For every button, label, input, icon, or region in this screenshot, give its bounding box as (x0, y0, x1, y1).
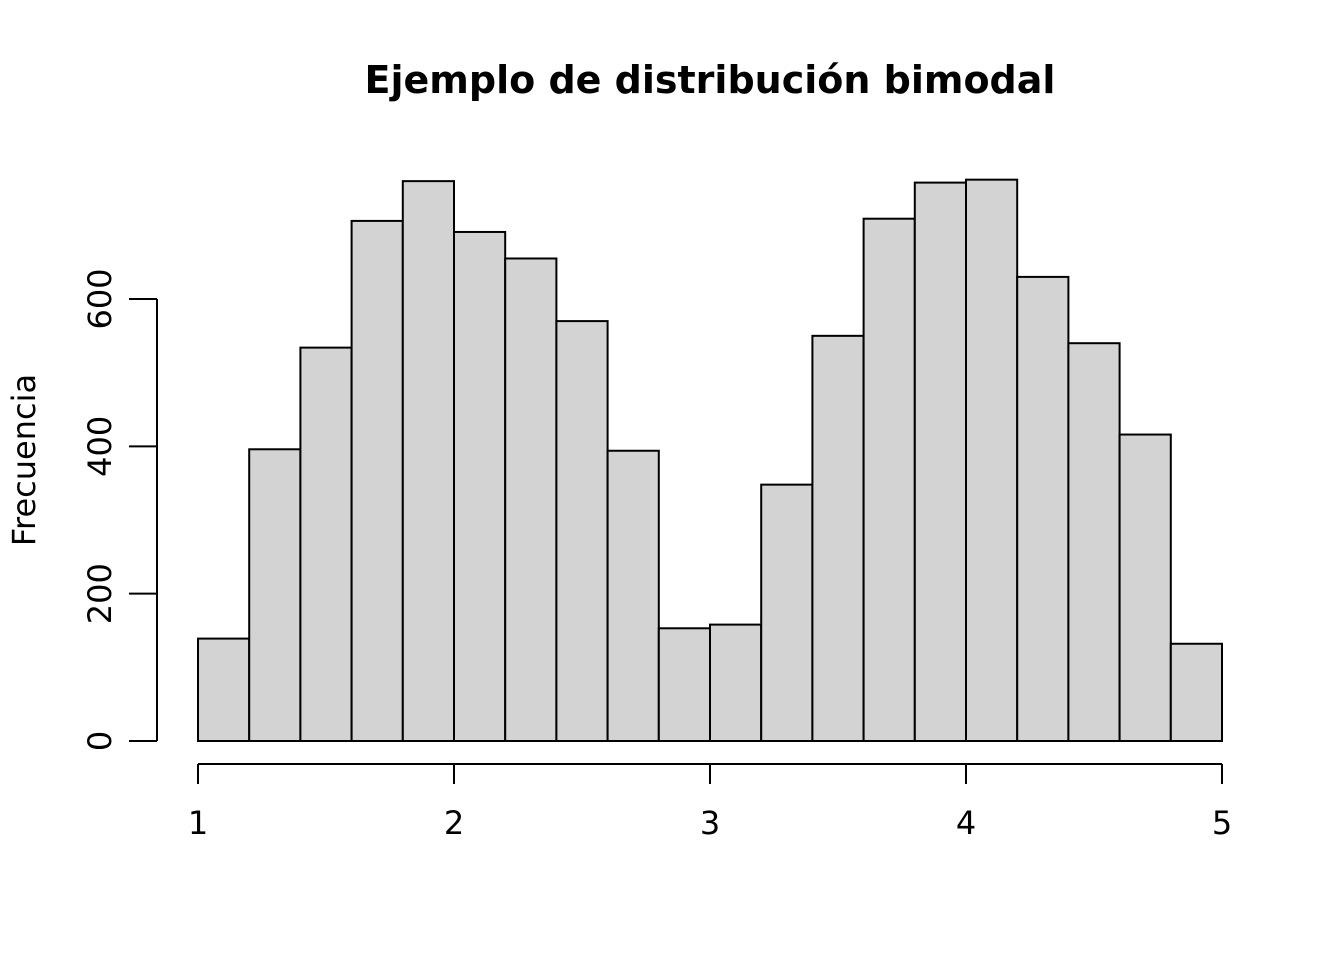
chart-title: Ejemplo de distribución bimodal (365, 58, 1056, 102)
histogram-bar (965, 178, 1019, 743)
histogram-bar (504, 257, 558, 742)
y-tick-label: 0 (81, 731, 119, 751)
histogram-bar (401, 180, 455, 742)
x-tick-label: 2 (444, 804, 464, 842)
y-tick-label: 400 (81, 416, 119, 477)
y-tick-label: 200 (81, 563, 119, 624)
histogram-bar (862, 217, 916, 743)
histogram-bar (555, 320, 609, 742)
histogram-bar (350, 219, 404, 742)
histogram-bar (760, 483, 814, 742)
histogram-bar (606, 449, 660, 742)
histogram-bar (248, 448, 302, 742)
histogram-bar (913, 181, 967, 742)
histogram-bar (299, 346, 353, 742)
bars-group (197, 178, 1224, 743)
histogram-bar (1067, 342, 1121, 742)
histogram-bar (197, 637, 251, 742)
y-axis-label: Frecuencia (5, 374, 43, 546)
x-tick-label: 1 (188, 804, 208, 842)
histogram-bar (657, 627, 711, 742)
histogram-bar (811, 334, 865, 742)
y-axis: 0 200 400 600 (81, 268, 158, 751)
histogram-bar (1169, 642, 1224, 743)
histogram-bar (709, 623, 763, 743)
histogram-bar (1016, 275, 1070, 742)
y-tick-label: 600 (81, 268, 119, 329)
histogram-bar (1118, 433, 1172, 742)
x-tick-label: 4 (956, 804, 976, 842)
histogram-bar (453, 230, 507, 742)
x-tick-label: 5 (1212, 804, 1232, 842)
x-tick-label: 3 (700, 804, 720, 842)
x-axis: 1 2 3 4 5 (188, 763, 1232, 842)
